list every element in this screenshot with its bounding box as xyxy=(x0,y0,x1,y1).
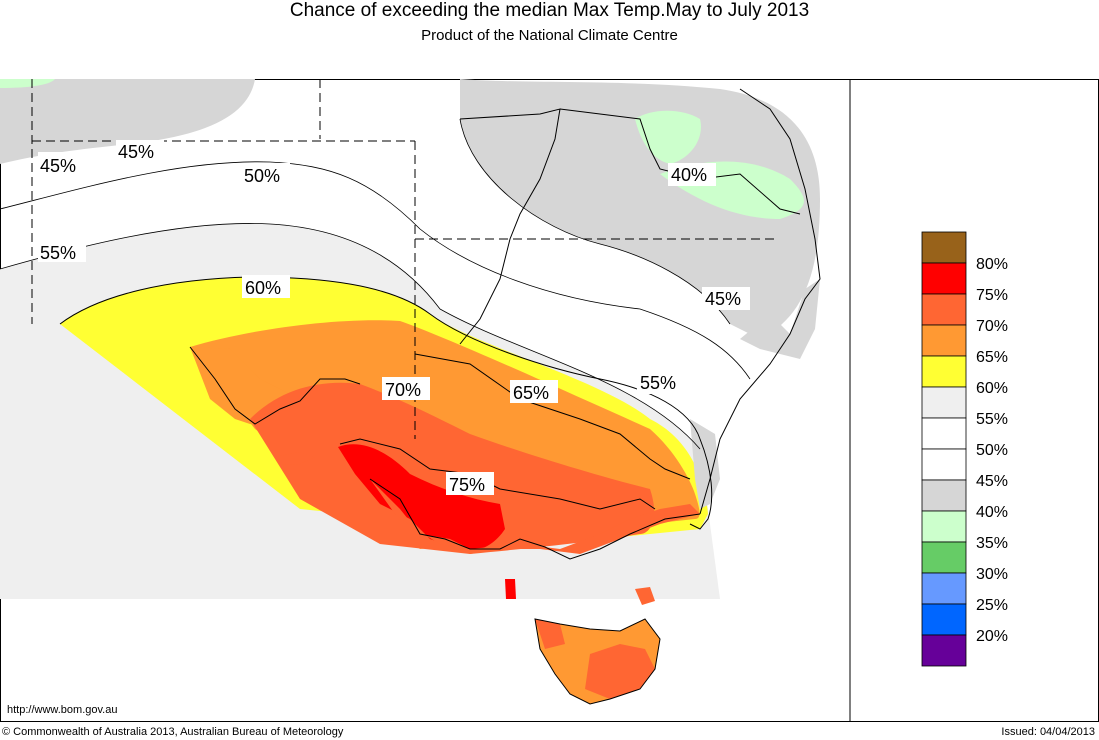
zone-tas-west xyxy=(535,619,565,649)
contour-label-45-east: 45% xyxy=(705,289,741,309)
legend-swatch xyxy=(921,293,967,326)
contour-45-north xyxy=(459,118,731,325)
legend-label: 75% xyxy=(976,287,1008,304)
contour-label-60: 60% xyxy=(245,278,281,298)
island-bass xyxy=(505,579,516,599)
border-qld xyxy=(559,108,801,215)
zone-75 xyxy=(338,444,505,551)
legend-swatch xyxy=(921,572,967,605)
legend-label: 70% xyxy=(976,318,1008,335)
island-kangaroo xyxy=(275,452,315,465)
map-area xyxy=(0,79,821,705)
border-qld-west xyxy=(459,108,561,345)
legend-swatch xyxy=(921,355,967,388)
zone-45-southeast xyxy=(690,419,720,509)
contour-label-75: 75% xyxy=(449,475,485,495)
map-subtitle: Product of the National Climate Centre xyxy=(421,27,678,44)
copyright-text: © Commonwealth of Australia 2013, Austra… xyxy=(2,726,344,738)
coast-nsw xyxy=(699,88,821,515)
contour-label-55-east: 55% xyxy=(640,373,676,393)
legend-swatch xyxy=(921,634,967,667)
legend-label: 55% xyxy=(976,411,1008,428)
contour-labels: 45% 45% 50% 55% 60% 70% 65% 75% 40% 45% … xyxy=(38,140,750,495)
legend-label: 80% xyxy=(976,256,1008,273)
island-flinders xyxy=(635,587,655,605)
coastline xyxy=(59,276,713,530)
zone-40-north xyxy=(635,110,701,164)
map-title: Chance of exceeding the median Max Temp.… xyxy=(289,0,810,21)
legend-swatch xyxy=(921,448,967,481)
border-nsw-vic xyxy=(414,353,691,480)
coast-tas xyxy=(534,618,661,705)
contour-label-45-a: 45% xyxy=(40,156,76,176)
legend-label: 65% xyxy=(976,349,1008,366)
coast-sa xyxy=(189,346,361,425)
legend-label: 20% xyxy=(976,628,1008,645)
zone-vic-coast xyxy=(370,479,700,554)
legend-label: 35% xyxy=(976,535,1008,552)
contour-label-55-west: 55% xyxy=(40,243,76,263)
zone-45-northeast xyxy=(460,79,820,339)
legend-swatch xyxy=(921,479,967,512)
map-frame: 45% 45% 50% 55% 60% 70% 65% 75% 40% 45% … xyxy=(0,79,1099,722)
legend-swatch xyxy=(921,603,967,636)
zone-70 xyxy=(250,382,655,554)
zone-45-east-coast xyxy=(740,279,820,359)
legend-label: 30% xyxy=(976,566,1008,583)
coast-vic xyxy=(369,478,701,560)
legend-swatch xyxy=(921,262,967,295)
legend-label: 60% xyxy=(976,380,1008,397)
legend-swatch xyxy=(921,324,967,357)
contour-50 xyxy=(0,161,751,380)
zone-45-west xyxy=(0,79,255,164)
contour-55 xyxy=(0,223,701,450)
zone-40-west xyxy=(0,79,55,88)
contour-label-70: 70% xyxy=(385,380,421,400)
source-url[interactable]: http://www.bom.gov.au xyxy=(7,704,118,716)
legend-swatch xyxy=(921,231,967,264)
legend-swatch xyxy=(921,417,967,450)
zone-tas-70 xyxy=(585,644,655,699)
legend-label: 25% xyxy=(976,597,1008,614)
contour-label-65: 65% xyxy=(513,383,549,403)
contour-label-45-b: 45% xyxy=(118,142,154,162)
issued-date: Issued: 04/04/2013 xyxy=(1001,726,1095,738)
contour-label-50: 50% xyxy=(244,166,280,186)
legend-label: 50% xyxy=(976,442,1008,459)
legend-label: 40% xyxy=(976,504,1008,521)
legend-swatch xyxy=(921,386,967,419)
legend: 80% 75% 70% 65% 60% 55% 50% 45% 40% 35% 30% 25% 20% xyxy=(921,231,1008,667)
legend-swatch xyxy=(921,541,967,574)
legend-swatch xyxy=(921,510,967,543)
legend-label: 45% xyxy=(976,473,1008,490)
contour-label-40: 40% xyxy=(671,165,707,185)
